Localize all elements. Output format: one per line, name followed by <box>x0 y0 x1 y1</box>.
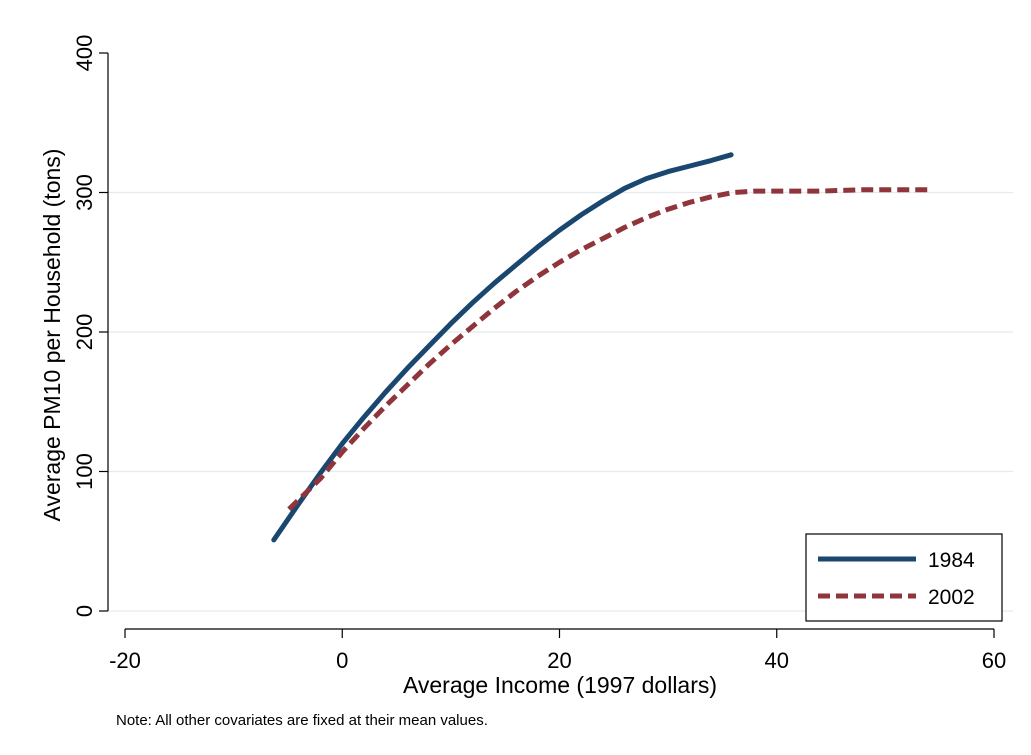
plot-area <box>108 40 1013 629</box>
chart-note: Note: All other covariates are fixed at … <box>116 712 488 729</box>
series-line-2002 <box>287 187 929 511</box>
y-tick-label: 200 <box>72 314 97 351</box>
x-tick-label: -20 <box>109 648 141 673</box>
y-tick-label: 400 <box>72 35 97 72</box>
y-tick-label: 300 <box>72 174 97 211</box>
legend-label-1984: 1984 <box>928 549 975 572</box>
legend-label-2002: 2002 <box>928 586 975 609</box>
series-line-1984 <box>271 152 734 543</box>
y-tick-label: 0 <box>72 605 97 617</box>
y-axis-title: Average PM10 per Household (tons) <box>39 149 65 522</box>
axes: 0 100 200 300 400 -20 0 20 40 60 <box>72 35 1006 673</box>
y-tick-label: 100 <box>72 453 97 490</box>
legend: 1984 2002 <box>805 533 1003 622</box>
legend-box <box>805 533 1003 622</box>
x-tick-label: 0 <box>336 648 348 673</box>
x-tick-label: 60 <box>982 648 1006 673</box>
series-lines <box>271 152 929 543</box>
x-tick-label: 20 <box>547 648 571 673</box>
x-axis-title: Average Income (1997 dollars) <box>403 672 717 698</box>
x-tick-label: 40 <box>765 648 789 673</box>
